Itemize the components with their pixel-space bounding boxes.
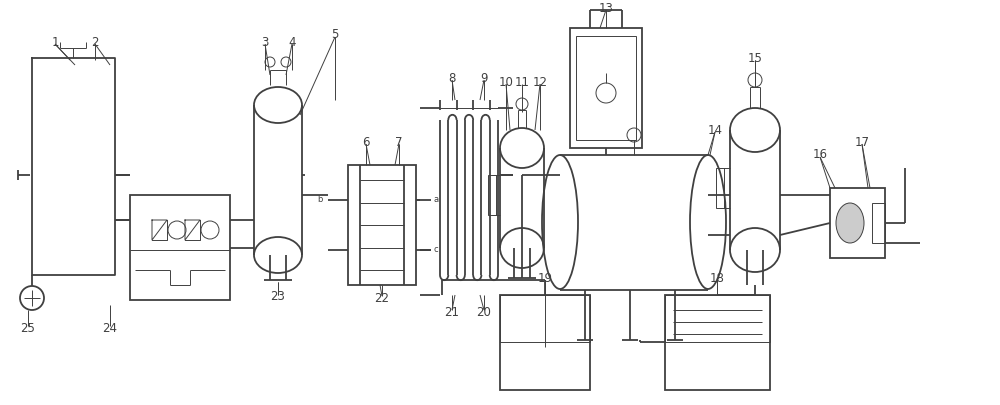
Bar bbox=[830, 188, 885, 258]
Text: 8: 8 bbox=[448, 72, 456, 85]
Text: 9: 9 bbox=[480, 72, 488, 85]
Text: 1: 1 bbox=[51, 36, 59, 49]
Text: 14: 14 bbox=[708, 124, 722, 136]
Text: 15: 15 bbox=[748, 51, 762, 64]
Bar bbox=[570, 28, 642, 148]
Text: 5: 5 bbox=[331, 28, 339, 41]
Text: 2: 2 bbox=[91, 36, 99, 49]
Bar bbox=[665, 295, 770, 342]
Text: 17: 17 bbox=[854, 136, 870, 149]
Text: 6: 6 bbox=[362, 136, 370, 149]
Text: 23: 23 bbox=[271, 290, 285, 303]
Bar bbox=[348, 165, 416, 285]
Text: a: a bbox=[434, 196, 439, 205]
Bar bbox=[576, 36, 636, 140]
Text: 16: 16 bbox=[812, 149, 828, 162]
Text: 7: 7 bbox=[395, 136, 403, 149]
Text: 25: 25 bbox=[21, 322, 35, 335]
Bar bbox=[872, 203, 885, 243]
Bar bbox=[665, 295, 770, 390]
Text: 3: 3 bbox=[261, 36, 269, 49]
Text: c: c bbox=[434, 245, 439, 254]
Text: 19: 19 bbox=[538, 271, 552, 284]
Ellipse shape bbox=[836, 203, 864, 243]
Text: 11: 11 bbox=[514, 75, 530, 89]
Text: 18: 18 bbox=[710, 271, 724, 284]
Bar bbox=[488, 175, 496, 215]
Bar bbox=[716, 168, 724, 208]
Bar bbox=[130, 195, 230, 300]
Text: 13: 13 bbox=[599, 2, 613, 15]
Text: b: b bbox=[318, 196, 323, 205]
Text: 4: 4 bbox=[288, 36, 296, 49]
Bar bbox=[500, 295, 590, 342]
Text: 12: 12 bbox=[532, 75, 548, 89]
Text: 22: 22 bbox=[374, 292, 390, 305]
Text: 21: 21 bbox=[444, 305, 460, 318]
Text: 24: 24 bbox=[103, 322, 118, 335]
Text: 10: 10 bbox=[499, 75, 513, 89]
Bar bbox=[500, 295, 590, 390]
Text: 20: 20 bbox=[477, 305, 491, 318]
